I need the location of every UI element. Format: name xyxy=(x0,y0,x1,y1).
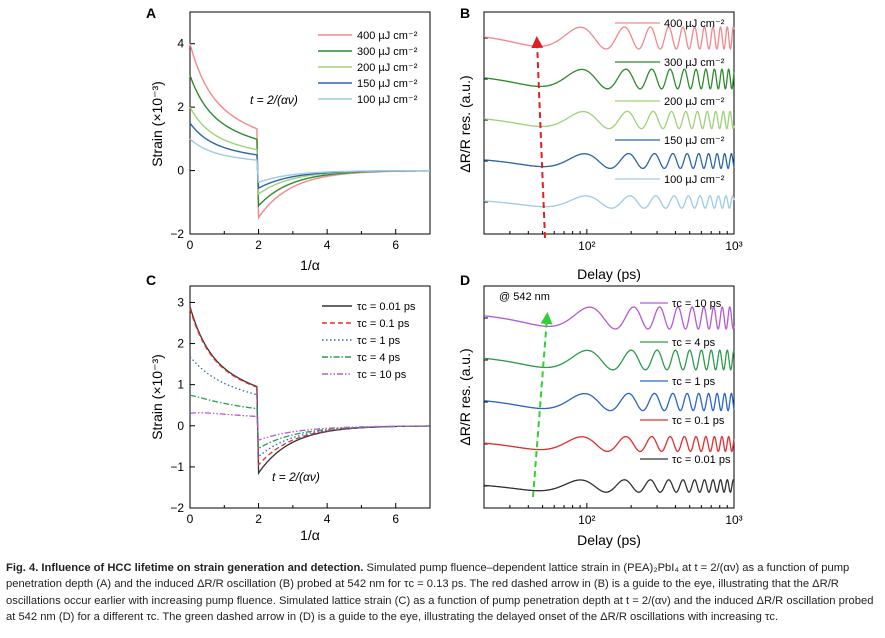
x-tick-label: 10² xyxy=(578,513,595,527)
y-axis-label: Strain (×10⁻³) xyxy=(149,354,165,440)
legend-label: 300 µJ cm⁻² xyxy=(357,46,418,58)
series-line xyxy=(484,110,735,130)
panel-label: A xyxy=(146,5,156,21)
y-axis-label: Strain (×10⁻³) xyxy=(149,81,165,167)
figure-caption: Fig. 4. Influence of HCC lifetime on str… xyxy=(6,560,880,625)
series-line xyxy=(483,152,735,170)
y-tick-label: −1 xyxy=(170,460,184,474)
legend-label: τc = 0.01 ps xyxy=(357,301,416,313)
legend-label: τc = 0.1 ps xyxy=(672,415,725,427)
legend: τc = 0.01 ps τc = 0.1 ps τc = 1 ps τc = 4 p… xyxy=(322,301,416,381)
series-line xyxy=(483,26,735,51)
y-axis-label: ΔR/R res. (a.u.) xyxy=(457,348,473,445)
series-line xyxy=(484,479,735,494)
series-line xyxy=(483,392,735,412)
series-line xyxy=(483,435,735,453)
legend-label: 150 µJ cm⁻² xyxy=(357,78,418,90)
legend: 400 µJ cm⁻² 300 µJ cm⁻² 200 µJ cm⁻² 150 µJ … xyxy=(615,18,725,186)
x-tick-label: 0 xyxy=(187,512,194,526)
legend-label: τc = 1 ps xyxy=(672,376,716,388)
y-tick-label: 3 xyxy=(177,295,184,309)
legend-label: 200 µJ cm⁻² xyxy=(357,62,418,74)
series-line xyxy=(190,412,430,442)
legend-label: 300 µJ cm⁻² xyxy=(664,57,725,69)
y-tick-label: 1 xyxy=(177,378,184,392)
y-tick-label: 4 xyxy=(177,37,184,51)
x-axis-label: 1/α xyxy=(300,257,320,273)
panel-b: B 10² 10³ 400 µJ cm⁻² 300 µJ cm⁻² 200 µJ cm… xyxy=(457,5,743,282)
panel-label: D xyxy=(460,272,470,288)
x-tick-label: 6 xyxy=(392,512,399,526)
panel-label: C xyxy=(146,272,156,288)
plot-frame xyxy=(189,285,431,509)
legend-label: 400 µJ cm⁻² xyxy=(664,18,725,30)
y-tick-label: 2 xyxy=(177,100,184,114)
panel-label: B xyxy=(460,5,470,21)
legend: 400 µJ cm⁻² 300 µJ cm⁻² 200 µJ cm⁻² 150 µJ … xyxy=(318,30,418,106)
legend-label: 200 µJ cm⁻² xyxy=(664,96,725,108)
caption-title: Fig. 4. Influence of HCC lifetime on str… xyxy=(6,562,364,574)
axis-ticks: 10² 10³ xyxy=(484,317,743,527)
series-lines xyxy=(189,306,430,476)
legend-label: τc = 10 ps xyxy=(357,369,407,381)
legend-label: τc = 4 ps xyxy=(672,337,716,349)
legend-label: 100 µJ cm⁻² xyxy=(357,94,418,106)
y-tick-label: 0 xyxy=(177,164,184,178)
y-tick-label: −2 xyxy=(170,501,184,515)
probe-wavelength-label: @ 542 nm xyxy=(499,291,550,303)
legend-label: τc = 1 ps xyxy=(357,335,401,347)
series-line xyxy=(483,306,735,330)
legend-label: τc = 0.1 ps xyxy=(357,318,410,330)
x-tick-label: 4 xyxy=(324,238,331,252)
legend-label: τc = 0.01 ps xyxy=(672,454,731,466)
x-tick-label: 0 xyxy=(187,238,194,252)
series-line xyxy=(484,195,735,209)
axis-ticks: 10² 10³ xyxy=(484,37,743,253)
guide-arrow xyxy=(531,36,546,239)
plot-frame xyxy=(483,11,735,235)
series-lines xyxy=(483,26,735,209)
legend-label: 100 µJ cm⁻² xyxy=(664,174,725,186)
x-tick-label: 4 xyxy=(324,512,331,526)
x-axis-label: 1/α xyxy=(300,527,320,543)
series-lines xyxy=(189,43,430,220)
y-tick-label: −2 xyxy=(170,227,184,241)
x-tick-label: 10³ xyxy=(725,239,742,253)
x-tick-label: 10² xyxy=(578,239,595,253)
x-tick-label: 6 xyxy=(392,238,399,252)
series-line xyxy=(484,68,735,90)
x-axis-label: Delay (ps) xyxy=(577,266,641,282)
legend-label: 400 µJ cm⁻² xyxy=(357,30,418,42)
legend-label: τc = 4 ps xyxy=(357,352,401,364)
y-tick-label: 2 xyxy=(177,337,184,351)
x-tick-label: 10³ xyxy=(725,513,742,527)
legend: τc = 10 ps τc = 4 ps τc = 1 ps τc = 0.1 ps τ… xyxy=(640,298,731,466)
legend-label: τc = 10 ps xyxy=(672,298,722,310)
series-lines xyxy=(483,306,735,494)
x-axis-label: Delay (ps) xyxy=(577,532,641,548)
y-tick-label: 0 xyxy=(177,419,184,433)
caption-body: Simulated pump fluence–dependent lattice… xyxy=(6,562,874,623)
x-tick-label: 2 xyxy=(255,238,262,252)
series-line xyxy=(190,394,430,450)
annotation: t = 2/(αν) xyxy=(250,93,298,107)
y-axis-label: ΔR/R res. (a.u.) xyxy=(457,75,473,172)
legend-label: 150 µJ cm⁻² xyxy=(664,135,725,147)
series-line xyxy=(189,306,430,476)
series-line xyxy=(483,349,735,371)
series-line xyxy=(189,138,430,184)
axis-ticks: 0 2 4 6 −2 −1 0 1 2 3 xyxy=(170,295,399,526)
series-line xyxy=(189,308,430,467)
annotation: t = 2/(αν) xyxy=(272,470,320,484)
plot-frame xyxy=(483,285,735,509)
x-tick-label: 2 xyxy=(255,512,262,526)
